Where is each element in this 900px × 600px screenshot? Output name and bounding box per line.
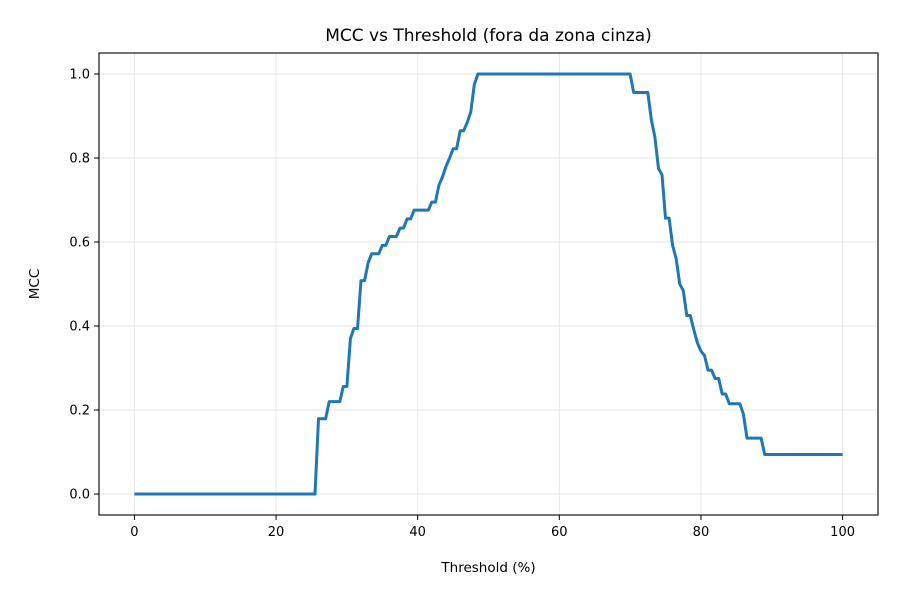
x-tick-label: 100 <box>830 525 855 540</box>
y-tick-label: 0.6 <box>69 236 90 251</box>
y-tick-label: 0.2 <box>69 404 90 419</box>
y-tick-label: 0.4 <box>69 320 90 335</box>
x-axis-label: Threshold (%) <box>440 560 535 576</box>
y-axis-label: MCC <box>27 269 43 300</box>
x-tick-label: 0 <box>130 525 138 540</box>
x-tick-label: 40 <box>409 525 426 540</box>
y-tick-label: 0.0 <box>69 488 90 503</box>
y-tick-label: 0.8 <box>69 152 90 167</box>
x-tick-label: 20 <box>268 525 285 540</box>
x-tick-label: 60 <box>551 525 568 540</box>
chart-title: MCC vs Threshold (fora da zona cinza) <box>325 26 652 46</box>
x-tick-label: 80 <box>693 525 710 540</box>
y-tick-label: 1.0 <box>69 68 90 83</box>
